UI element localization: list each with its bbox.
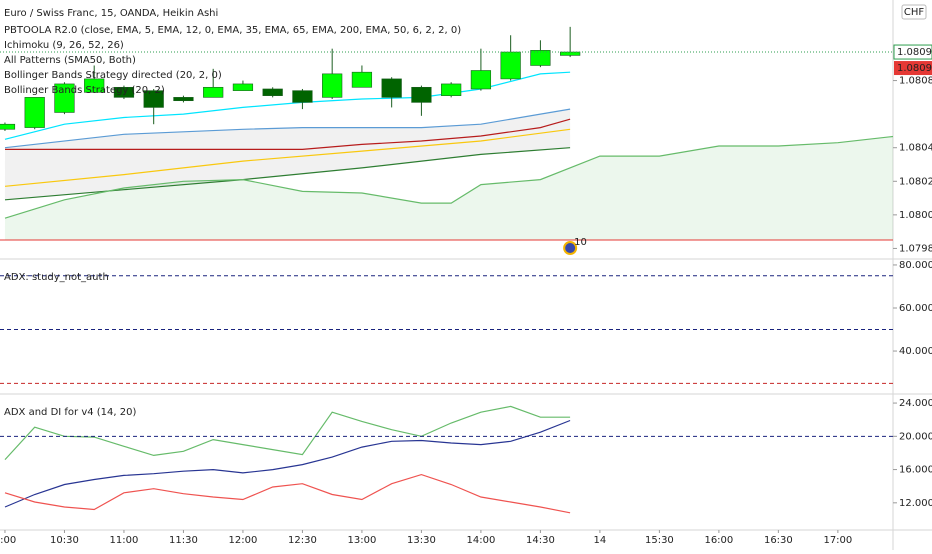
y-tick-label: 1.08000 — [899, 210, 932, 221]
candle-body — [351, 71, 373, 88]
indicator-line — [4, 419, 571, 508]
candle-body — [113, 86, 135, 98]
overlay-line — [5, 118, 571, 150]
x-tick-label: 11:00 — [110, 535, 139, 546]
candle-body — [0, 123, 16, 130]
x-tick-label: 17:00 — [823, 535, 852, 546]
candle-body — [143, 90, 164, 108]
event-marker — [563, 241, 578, 255]
candle-body — [292, 90, 313, 103]
currency-box — [901, 4, 927, 20]
prev-price-tag — [894, 61, 932, 76]
event-label: 10 — [574, 237, 587, 248]
candle-body — [381, 78, 402, 98]
candle-body — [232, 83, 254, 91]
overlay-line — [4, 135, 893, 219]
candle-body — [262, 88, 283, 96]
overlay-line — [4, 108, 571, 149]
y-tick-label: 12.00000 — [899, 498, 932, 509]
x-tick-label: 14 — [594, 535, 607, 546]
indicator-legend: All Patterns (SMA50, Both) — [4, 55, 136, 66]
candle-body — [54, 83, 75, 113]
indicator-legend: Ichimoku (9, 26, 52, 26) — [4, 40, 124, 51]
y-tick-label: 1.08020 — [899, 176, 932, 187]
x-tick-label: 10:30 — [50, 535, 79, 546]
indicator-pane — [4, 405, 571, 514]
overlay-line — [4, 128, 571, 187]
price-pane — [0, 26, 893, 241]
indicator-legend: Bollinger Bands Strategy directed (20, 2… — [4, 70, 222, 81]
indicator-legend: PBTOOLA R2.0 (close, EMA, 5, EMA, 12, 0,… — [4, 25, 461, 36]
y-tick-label: 24.00000 — [899, 398, 932, 409]
x-tick-label: 13:30 — [407, 535, 436, 546]
x-tick-label: 15:30 — [645, 535, 674, 546]
pane-title: ADX and DI for v4 (14, 20) — [4, 407, 136, 418]
x-tick-label: 12:30 — [288, 535, 317, 546]
x-tick-label: 14:30 — [526, 535, 555, 546]
candle-body — [173, 97, 194, 102]
y-tick-label: 1.07980 — [899, 243, 932, 254]
x-tick-label: 11:30 — [169, 535, 198, 546]
indicator-legend: Bollinger Bands Strategy (20, 2) — [4, 85, 165, 96]
candle-body — [470, 70, 492, 90]
last-price-label: 1.08097 — [897, 47, 932, 58]
candle-body — [530, 50, 551, 66]
candle-body — [560, 51, 581, 56]
y-tick-label: 1.08040 — [899, 143, 932, 154]
x-tick-label: 14:00 — [466, 535, 495, 546]
band-fill — [4, 109, 571, 200]
candle-body — [411, 86, 432, 103]
y-tick-label: 20.00000 — [899, 431, 932, 442]
y-tick-label: 1.08080 — [899, 76, 932, 87]
x-tick-label: 12:00 — [229, 535, 258, 546]
pane-title: ADX: study_not_auth — [4, 272, 109, 283]
prev-price-label: 1.08097 — [897, 63, 932, 74]
x-tick-label: 13:00 — [348, 535, 377, 546]
y-tick-label: 60.00000 — [899, 303, 932, 314]
last-price-tag — [893, 44, 932, 60]
candle-body — [24, 97, 45, 128]
ichimoku-cloud — [4, 136, 893, 241]
candle-body — [84, 78, 105, 93]
y-tick-label: 16.00000 — [899, 465, 932, 476]
x-tick-label: 16:30 — [764, 535, 793, 546]
candle-body — [500, 51, 521, 80]
candle-body — [441, 83, 462, 96]
candle-body — [203, 86, 224, 98]
x-tick-label: 0:00 — [0, 535, 16, 546]
chart-title: Euro / Swiss Franc, 15, OANDA, Heikin As… — [4, 8, 218, 19]
indicator-line — [4, 473, 571, 514]
currency-label: CHF — [904, 7, 925, 18]
x-tick-label: 16:00 — [704, 535, 733, 546]
y-tick-label: 40.00000 — [899, 346, 932, 357]
indicator-line — [4, 405, 571, 461]
y-tick-label: 80.00000 — [899, 260, 932, 271]
candle-body — [322, 73, 343, 98]
